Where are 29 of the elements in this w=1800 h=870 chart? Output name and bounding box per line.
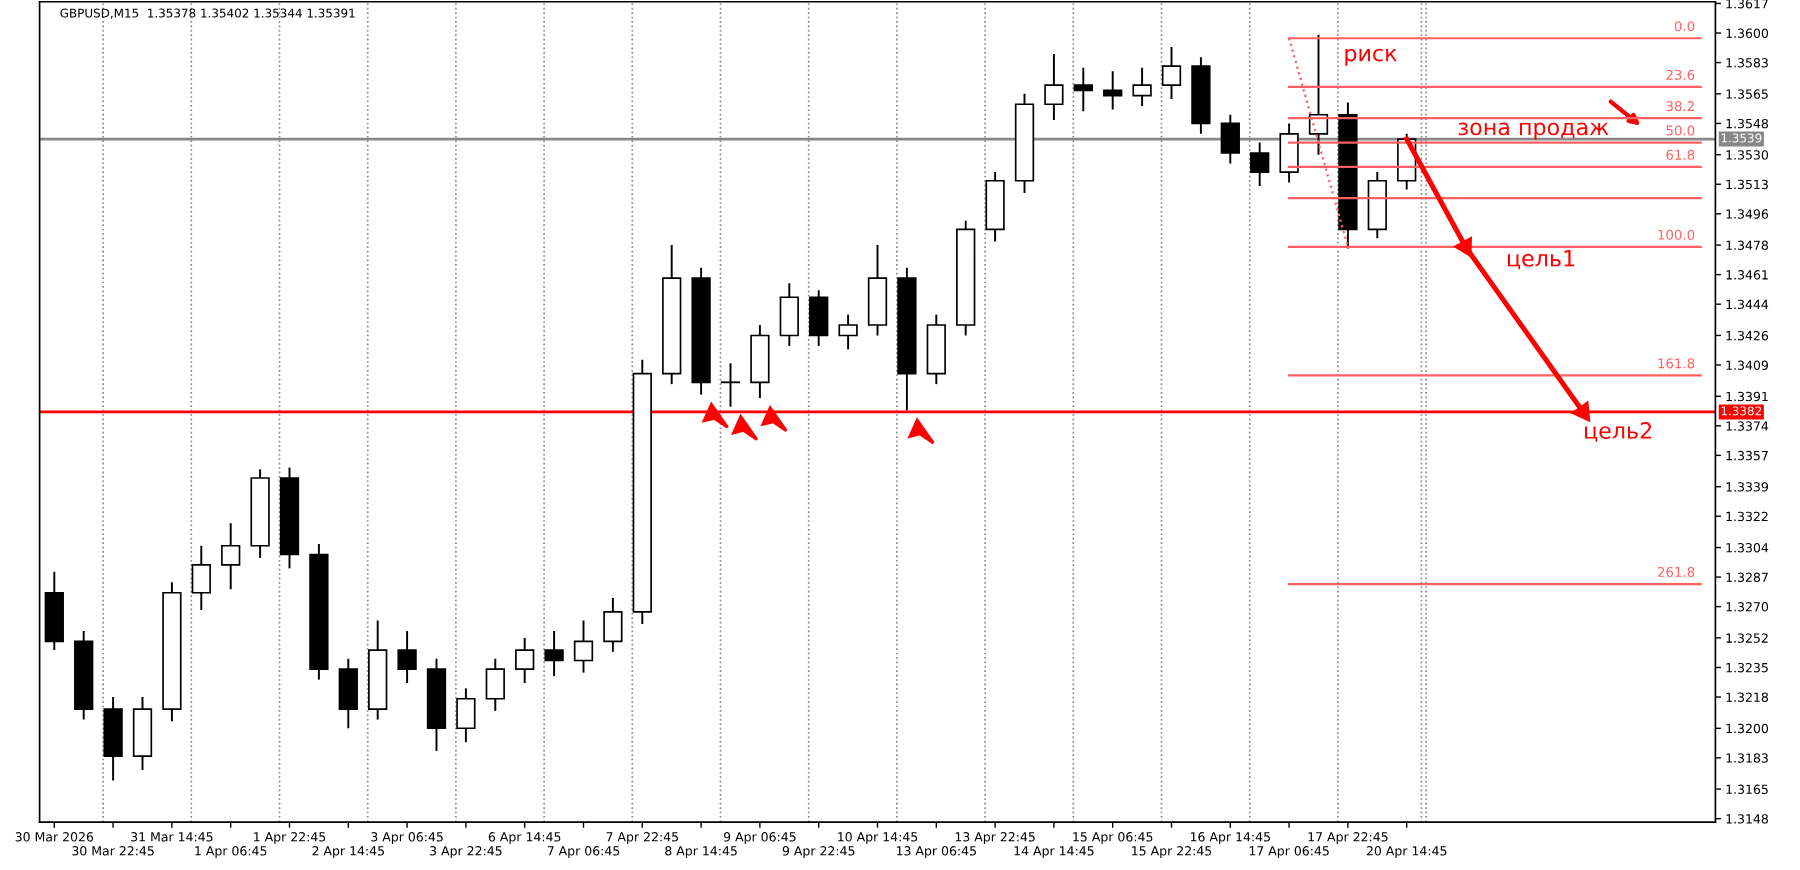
- candlestick: [720, 362, 741, 408]
- candlestick: [1073, 66, 1093, 113]
- candlestick: [1250, 141, 1270, 187]
- candlestick: [515, 636, 535, 685]
- candlestick: [1132, 66, 1152, 107]
- annotation: цель2: [1585, 422, 1652, 442]
- candlestick: [750, 324, 770, 400]
- candlestick: [544, 629, 564, 678]
- candlestick: [221, 522, 241, 591]
- annotation: цель1: [1507, 250, 1575, 270]
- candlestick: [397, 629, 417, 685]
- candlestick: [456, 687, 476, 744]
- candlestick: [132, 696, 153, 771]
- candlestick: [1279, 122, 1299, 184]
- candlestick: [485, 657, 505, 712]
- candlestick: [1220, 113, 1240, 165]
- candlestick: [1161, 45, 1182, 101]
- annotation: зона продаж: [1458, 122, 1609, 140]
- candlestick: [191, 544, 211, 612]
- candlestick: [1044, 52, 1064, 121]
- candlestick: [779, 282, 799, 347]
- candlestick: [603, 596, 623, 653]
- candlestick: [809, 289, 829, 347]
- candlestick: [838, 313, 858, 351]
- candlestick: [573, 619, 594, 674]
- candlestick: [867, 244, 888, 337]
- candlestick: [338, 657, 358, 730]
- annotation: риск: [1345, 48, 1397, 66]
- candlestick: [103, 696, 123, 782]
